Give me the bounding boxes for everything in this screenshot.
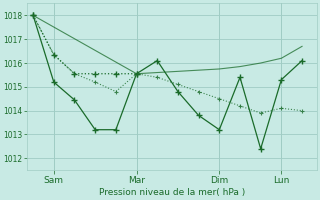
X-axis label: Pression niveau de la mer( hPa ): Pression niveau de la mer( hPa ) — [99, 188, 245, 197]
